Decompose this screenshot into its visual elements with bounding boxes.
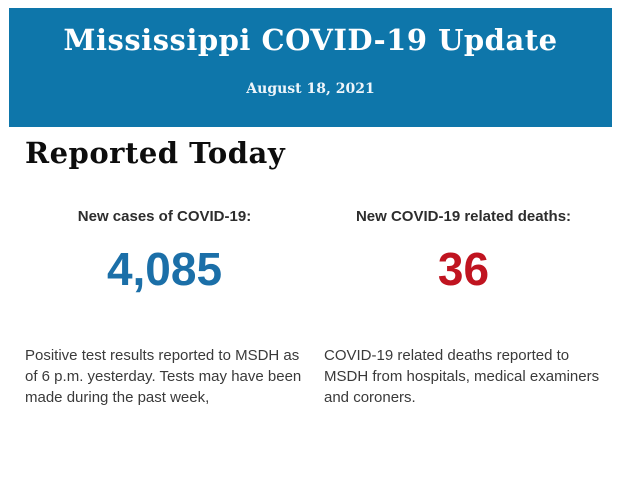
stat-new-deaths: New COVID-19 related deaths: 36 COVID-19… <box>324 208 603 408</box>
new-cases-description: Positive test results reported to MSDH a… <box>25 347 302 406</box>
section-heading: Reported Today <box>25 136 286 170</box>
stats-row: New cases of COVID-19: 4,085 Positive te… <box>25 208 603 408</box>
header-banner: Mississippi COVID-19 Update August 18, 2… <box>9 8 612 127</box>
new-cases-value: 4,085 <box>106 243 223 295</box>
stat-new-cases: New cases of COVID-19: 4,085 Positive te… <box>25 208 304 408</box>
header-date: August 18, 2021 <box>246 81 375 97</box>
page-title: Mississippi COVID-19 Update <box>63 23 558 57</box>
new-cases-label: New cases of COVID-19: <box>77 208 252 225</box>
new-deaths-value: 36 <box>437 243 490 295</box>
new-deaths-label: New COVID-19 related deaths: <box>355 208 572 225</box>
new-deaths-description: COVID-19 related deaths reported to MSDH… <box>324 347 600 406</box>
